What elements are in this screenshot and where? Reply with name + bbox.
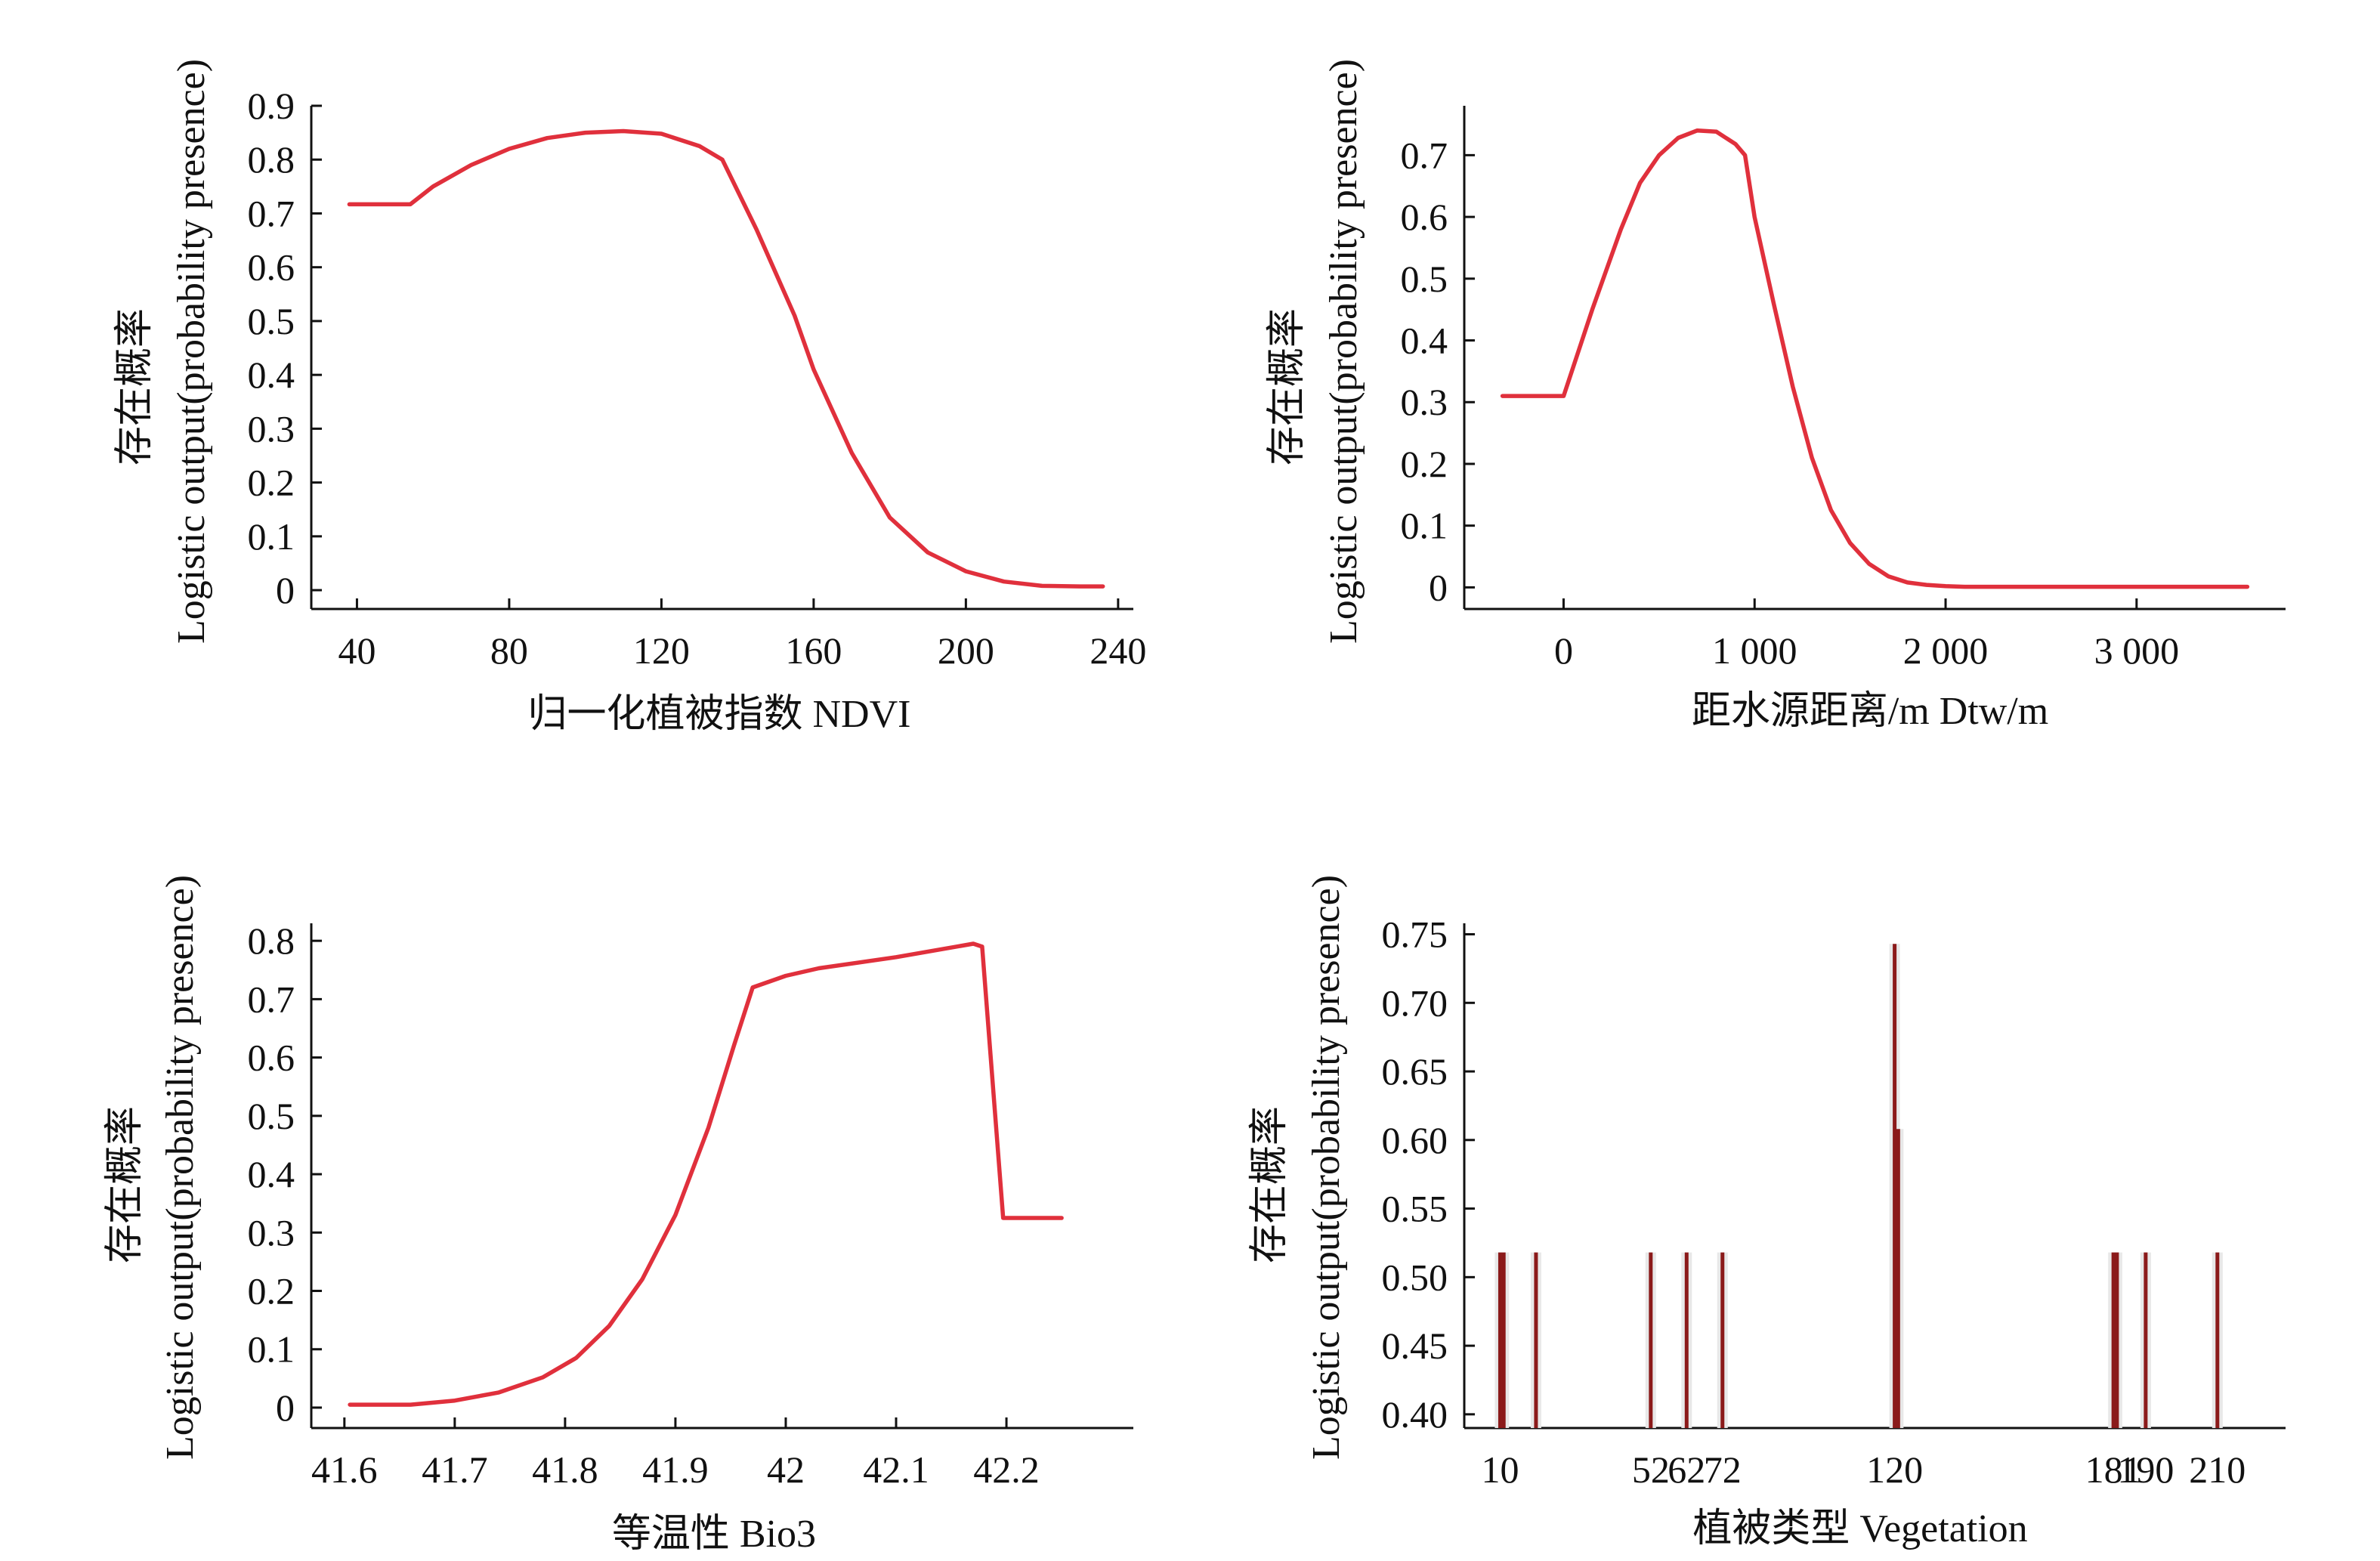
bio3-x-tick-label: 41.7 <box>422 1448 488 1491</box>
dtw-x-tick-label: 0 <box>1554 629 1573 672</box>
vegetation-x-tick-label: 72 <box>1704 1448 1742 1491</box>
ndvi-y-tick-label: 0.1 <box>248 515 295 558</box>
panel-ndvi-xlabel: 归一化植被指数 NDVI <box>528 693 911 736</box>
vegetation-x-tick-label: 210 <box>2189 1448 2246 1491</box>
bio3-y-tick-label: 0.1 <box>248 1328 295 1371</box>
bio3-y-tick-label: 0.2 <box>248 1270 295 1312</box>
panel-bio3-xlabel: 等温性 Bio3 <box>612 1513 816 1556</box>
ndvi-x-tick-label: 80 <box>490 629 528 672</box>
ndvi-y-tick-label: 0.8 <box>248 138 295 181</box>
panel-dtw-ylabel-en: Logistic output(probability presence) <box>1322 59 1365 644</box>
dtw-x-tick-label: 1 000 <box>1712 629 1797 672</box>
dtw-x-tick-label: 3 000 <box>2094 629 2180 672</box>
dtw-y-tick-label: 0.1 <box>1401 505 1448 547</box>
panel-vegetation: 植被类型 Vegetation 存在概率 Logistic output(pro… <box>1248 875 2286 1550</box>
dtw-response-curve <box>1500 128 2250 589</box>
vegetation-x-tick-label: 10 <box>1481 1448 1519 1491</box>
dtw-y-tick-label: 0 <box>1429 566 1448 608</box>
bio3-y-tick-label: 0.5 <box>248 1095 295 1137</box>
bio3-x-tick-label: 41.6 <box>311 1448 378 1491</box>
vegetation-y-tick-label: 0.50 <box>1382 1256 1448 1298</box>
panel-ndvi: 归一化植被指数 NDVI 存在概率 Logistic output(probab… <box>113 59 1146 736</box>
ndvi-x-tick-label: 120 <box>633 629 690 672</box>
panel-vegetation-ylabel-cn: 存在概率 <box>1248 1106 1291 1263</box>
vegetation-y-tick-label: 0.40 <box>1382 1393 1448 1436</box>
bio3-x-tick-label: 42.1 <box>863 1448 929 1491</box>
ndvi-x-tick-label: 160 <box>785 629 842 672</box>
vegetation-x-tick-label: 120 <box>1866 1448 1923 1491</box>
ndvi-response-curve <box>347 128 1105 589</box>
ndvi-y-tick-label: 0.3 <box>248 407 295 450</box>
bio3-y-tick-label: 0.4 <box>248 1153 295 1195</box>
bio3-y-tick-label: 0.8 <box>248 920 295 962</box>
bio3-response-curve <box>348 941 1064 1407</box>
panel-dtw: 距水源距离/m Dtw/m 存在概率 Logistic output(proba… <box>1266 59 2286 733</box>
ndvi-y-tick-label: 0.5 <box>248 300 295 342</box>
vegetation-y-tick-label: 0.75 <box>1382 913 1448 956</box>
vegetation-y-tick-label: 0.45 <box>1382 1325 1448 1367</box>
panel-ndvi-ylabel-en: Logistic output(probability presence) <box>170 59 213 644</box>
dtw-y-tick-label: 0.3 <box>1401 381 1448 423</box>
ndvi-x-tick-label: 240 <box>1090 629 1146 672</box>
ndvi-y-tick-label: 0 <box>276 569 295 611</box>
panel-vegetation-xlabel: 植被类型 Vegetation <box>1692 1507 2027 1550</box>
ndvi-y-tick-label: 0.6 <box>248 246 295 289</box>
vegetation-x-tick-label: 52 <box>1632 1448 1670 1491</box>
dtw-y-tick-label: 0.4 <box>1401 320 1448 362</box>
vegetation-x-tick-label: 181 <box>2085 1448 2142 1491</box>
ndvi-y-tick-label: 0.2 <box>248 462 295 504</box>
vegetation-y-tick-label: 0.65 <box>1382 1050 1448 1093</box>
panel-bio3-ylabel-cn: 存在概率 <box>104 1106 147 1263</box>
bio3-y-tick-label: 0.3 <box>248 1211 295 1253</box>
panel-bio3: 等温性 Bio3 存在概率 Logistic output(probabilit… <box>104 875 1133 1556</box>
panel-dtw-ylabel-cn: 存在概率 <box>1266 308 1309 465</box>
bio3-y-tick-label: 0 <box>276 1386 295 1429</box>
panel-dtw-xlabel: 距水源距离/m Dtw/m <box>1692 690 2048 733</box>
bio3-x-tick-label: 42 <box>767 1448 805 1491</box>
panel-bio3-ylabel-en: Logistic output(probability presence) <box>159 875 202 1460</box>
vegetation-y-tick-label: 0.55 <box>1382 1188 1448 1230</box>
vegetation-y-tick-label: 0.70 <box>1382 981 1448 1024</box>
bio3-x-tick-label: 42.2 <box>973 1448 1040 1491</box>
bio3-y-tick-label: 0.7 <box>248 978 295 1020</box>
ndvi-y-tick-label: 0.4 <box>248 354 295 396</box>
dtw-y-tick-label: 0.7 <box>1401 134 1448 176</box>
panel-vegetation-ylabel-en: Logistic output(probability presence) <box>1305 875 1348 1460</box>
bio3-x-tick-label: 41.8 <box>532 1448 598 1491</box>
vegetation-y-tick-label: 0.60 <box>1382 1119 1448 1161</box>
ndvi-x-tick-label: 200 <box>938 629 994 672</box>
dtw-y-tick-label: 0.6 <box>1401 196 1448 238</box>
vegetation-x-tick-label: 62 <box>1668 1448 1705 1491</box>
ndvi-y-tick-label: 0.9 <box>248 85 295 127</box>
dtw-x-tick-label: 2 000 <box>1903 629 1989 672</box>
vegetation-x-tick-label: 190 <box>2117 1448 2174 1491</box>
dtw-y-tick-label: 0.5 <box>1401 258 1448 300</box>
ndvi-y-tick-label: 0.7 <box>248 192 295 234</box>
ndvi-x-tick-label: 40 <box>338 629 376 672</box>
bio3-x-tick-label: 41.9 <box>642 1448 709 1491</box>
panel-ndvi-ylabel-cn: 存在概率 <box>113 308 156 465</box>
dtw-y-tick-label: 0.2 <box>1401 443 1448 485</box>
bio3-y-tick-label: 0.6 <box>248 1037 295 1079</box>
